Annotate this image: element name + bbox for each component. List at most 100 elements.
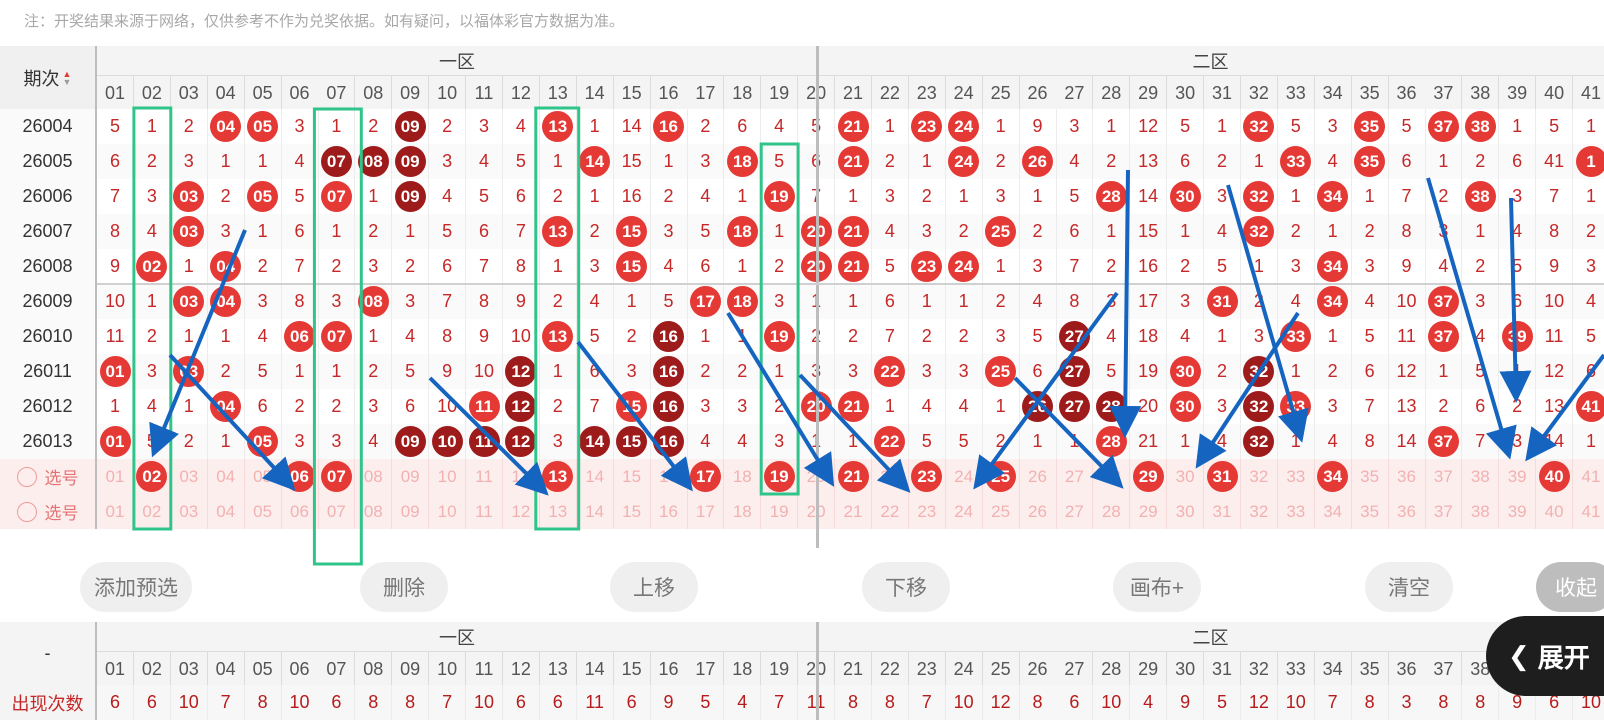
pick-cell[interactable]: 13 [540,494,577,529]
pick-cell[interactable]: 05 [245,459,282,494]
trend-grid[interactable]: 期次 ▲ ▼ 一区 二区 01 02 03 04 05 06 07 08 09 10 11 12 13 14… [0,46,1604,548]
pick-cell[interactable]: 14 [577,494,614,529]
selected-ball[interactable]: 17 [689,461,721,492]
pick-cell[interactable]: 02 [134,494,171,529]
pick-cell[interactable]: 19 [761,459,799,494]
pick-cell[interactable]: 35 [1352,459,1389,494]
pick-cell[interactable]: 06 [282,494,319,529]
pick-cell[interactable]: 07 [318,494,356,529]
radio-icon[interactable] [16,466,37,487]
pick-cell[interactable]: 16 [651,494,688,529]
pick-cell[interactable]: 36 [1389,459,1426,494]
pick-cell[interactable]: 10 [429,494,467,529]
pick-cell[interactable]: 01 [97,459,134,494]
expand-button[interactable]: ❮ 展开 [1486,616,1604,696]
pick-cell[interactable]: 39 [1499,494,1537,529]
pick-cell[interactable]: 17 [687,494,725,529]
pick-cell[interactable]: 08 [355,494,393,529]
pick-cell[interactable]: 15 [614,459,651,494]
pick-cell[interactable]: 38 [1462,494,1500,529]
pick-cell[interactable]: 17 [687,459,725,494]
collapse-button[interactable]: 收起 [1536,562,1604,612]
pick-cell[interactable]: 11 [466,459,503,494]
pick-cell[interactable]: 38 [1462,459,1500,494]
pick-cell[interactable]: 34 [1315,459,1352,494]
pick-cell[interactable]: 30 [1167,459,1205,494]
pick-cell[interactable]: 26 [1020,459,1057,494]
pick-cell[interactable]: 12 [503,494,540,529]
pick-cell[interactable]: 32 [1241,459,1278,494]
pick-cell[interactable]: 24 [946,494,983,529]
pick-cell[interactable]: 35 [1352,494,1389,529]
pick-cell[interactable]: 22 [872,459,909,494]
pick-cell[interactable]: 11 [466,494,503,529]
pick-cell[interactable]: 12 [503,459,540,494]
canvas-plus-button[interactable]: 画布+ [1113,562,1201,612]
selected-ball[interactable]: 07 [320,461,352,492]
pick-cell[interactable]: 02 [134,459,171,494]
pick-cell[interactable]: 16 [651,459,688,494]
pick-cell[interactable]: 22 [872,494,909,529]
pick-cell[interactable]: 26 [1020,494,1057,529]
pick-cell[interactable]: 09 [392,459,430,494]
pick-cell[interactable]: 28 [1093,459,1131,494]
pick-cell[interactable]: 25 [983,494,1020,529]
pick-cell[interactable]: 18 [724,459,762,494]
clear-button[interactable]: 清空 [1365,562,1453,612]
add-preselect-button[interactable]: 添加预选 [80,562,192,612]
pick-cell[interactable]: 31 [1204,494,1241,529]
selected-ball[interactable]: 40 [1538,461,1570,492]
pick-cell[interactable]: 05 [245,494,282,529]
pick-cell[interactable]: 36 [1389,494,1426,529]
pick-cell[interactable]: 40 [1536,459,1574,494]
pick-cell[interactable]: 29 [1130,494,1168,529]
pick-cell[interactable]: 41 [1573,494,1604,529]
pick-cell[interactable]: 19 [761,494,799,529]
pick-row-label[interactable]: 选号 [0,494,97,529]
pick-cell[interactable]: 23 [909,459,946,494]
pick-cell[interactable]: 34 [1315,494,1352,529]
pick-cell[interactable]: 01 [97,494,134,529]
pick-cell[interactable]: 33 [1278,459,1315,494]
pick-cell[interactable]: 27 [1056,459,1094,494]
pick-cell[interactable]: 03 [171,494,208,529]
selected-ball[interactable]: 13 [542,461,574,492]
selected-ball[interactable]: 02 [136,461,168,492]
pick-cell[interactable]: 27 [1056,494,1094,529]
issue-column-header[interactable]: 期次 ▲ ▼ [0,46,97,109]
pick-cell[interactable]: 09 [392,494,430,529]
selected-ball[interactable]: 23 [911,461,943,492]
selected-ball[interactable]: 06 [284,461,315,492]
pick-cell[interactable]: 03 [171,459,208,494]
sort-icon[interactable]: ▲ ▼ [62,68,72,87]
pick-cell[interactable]: 30 [1167,494,1205,529]
pick-cell[interactable]: 31 [1204,459,1241,494]
pick-cell[interactable]: 04 [208,459,245,494]
move-down-button[interactable]: 下移 [862,562,950,612]
selected-ball[interactable]: 34 [1317,461,1349,492]
pick-cell[interactable]: 08 [355,459,393,494]
pick-cell[interactable]: 10 [429,459,467,494]
pick-row-label[interactable]: 选号 [0,459,97,494]
pick-cell[interactable]: 33 [1278,494,1315,529]
pick-cell[interactable]: 40 [1536,494,1574,529]
radio-icon[interactable] [16,501,37,522]
pick-cell[interactable]: 14 [577,459,614,494]
pick-cell[interactable]: 21 [835,494,872,529]
pick-cell[interactable]: 32 [1241,494,1278,529]
selected-ball[interactable]: 21 [837,461,869,492]
move-up-button[interactable]: 上移 [610,562,698,612]
pick-cell[interactable]: 37 [1425,459,1463,494]
pick-cell[interactable]: 18 [724,494,762,529]
pick-cell[interactable]: 13 [540,459,577,494]
pick-cell[interactable]: 28 [1093,494,1131,529]
pick-cell[interactable]: 06 [282,459,319,494]
pick-cell[interactable]: 21 [835,459,872,494]
pick-cell[interactable]: 25 [983,459,1020,494]
delete-button[interactable]: 删除 [360,562,448,612]
selected-ball[interactable]: 31 [1206,461,1238,492]
pick-cell[interactable]: 23 [909,494,946,529]
pick-cell[interactable]: 29 [1130,459,1168,494]
pick-cell[interactable]: 07 [318,459,356,494]
pick-cell[interactable]: 04 [208,494,245,529]
